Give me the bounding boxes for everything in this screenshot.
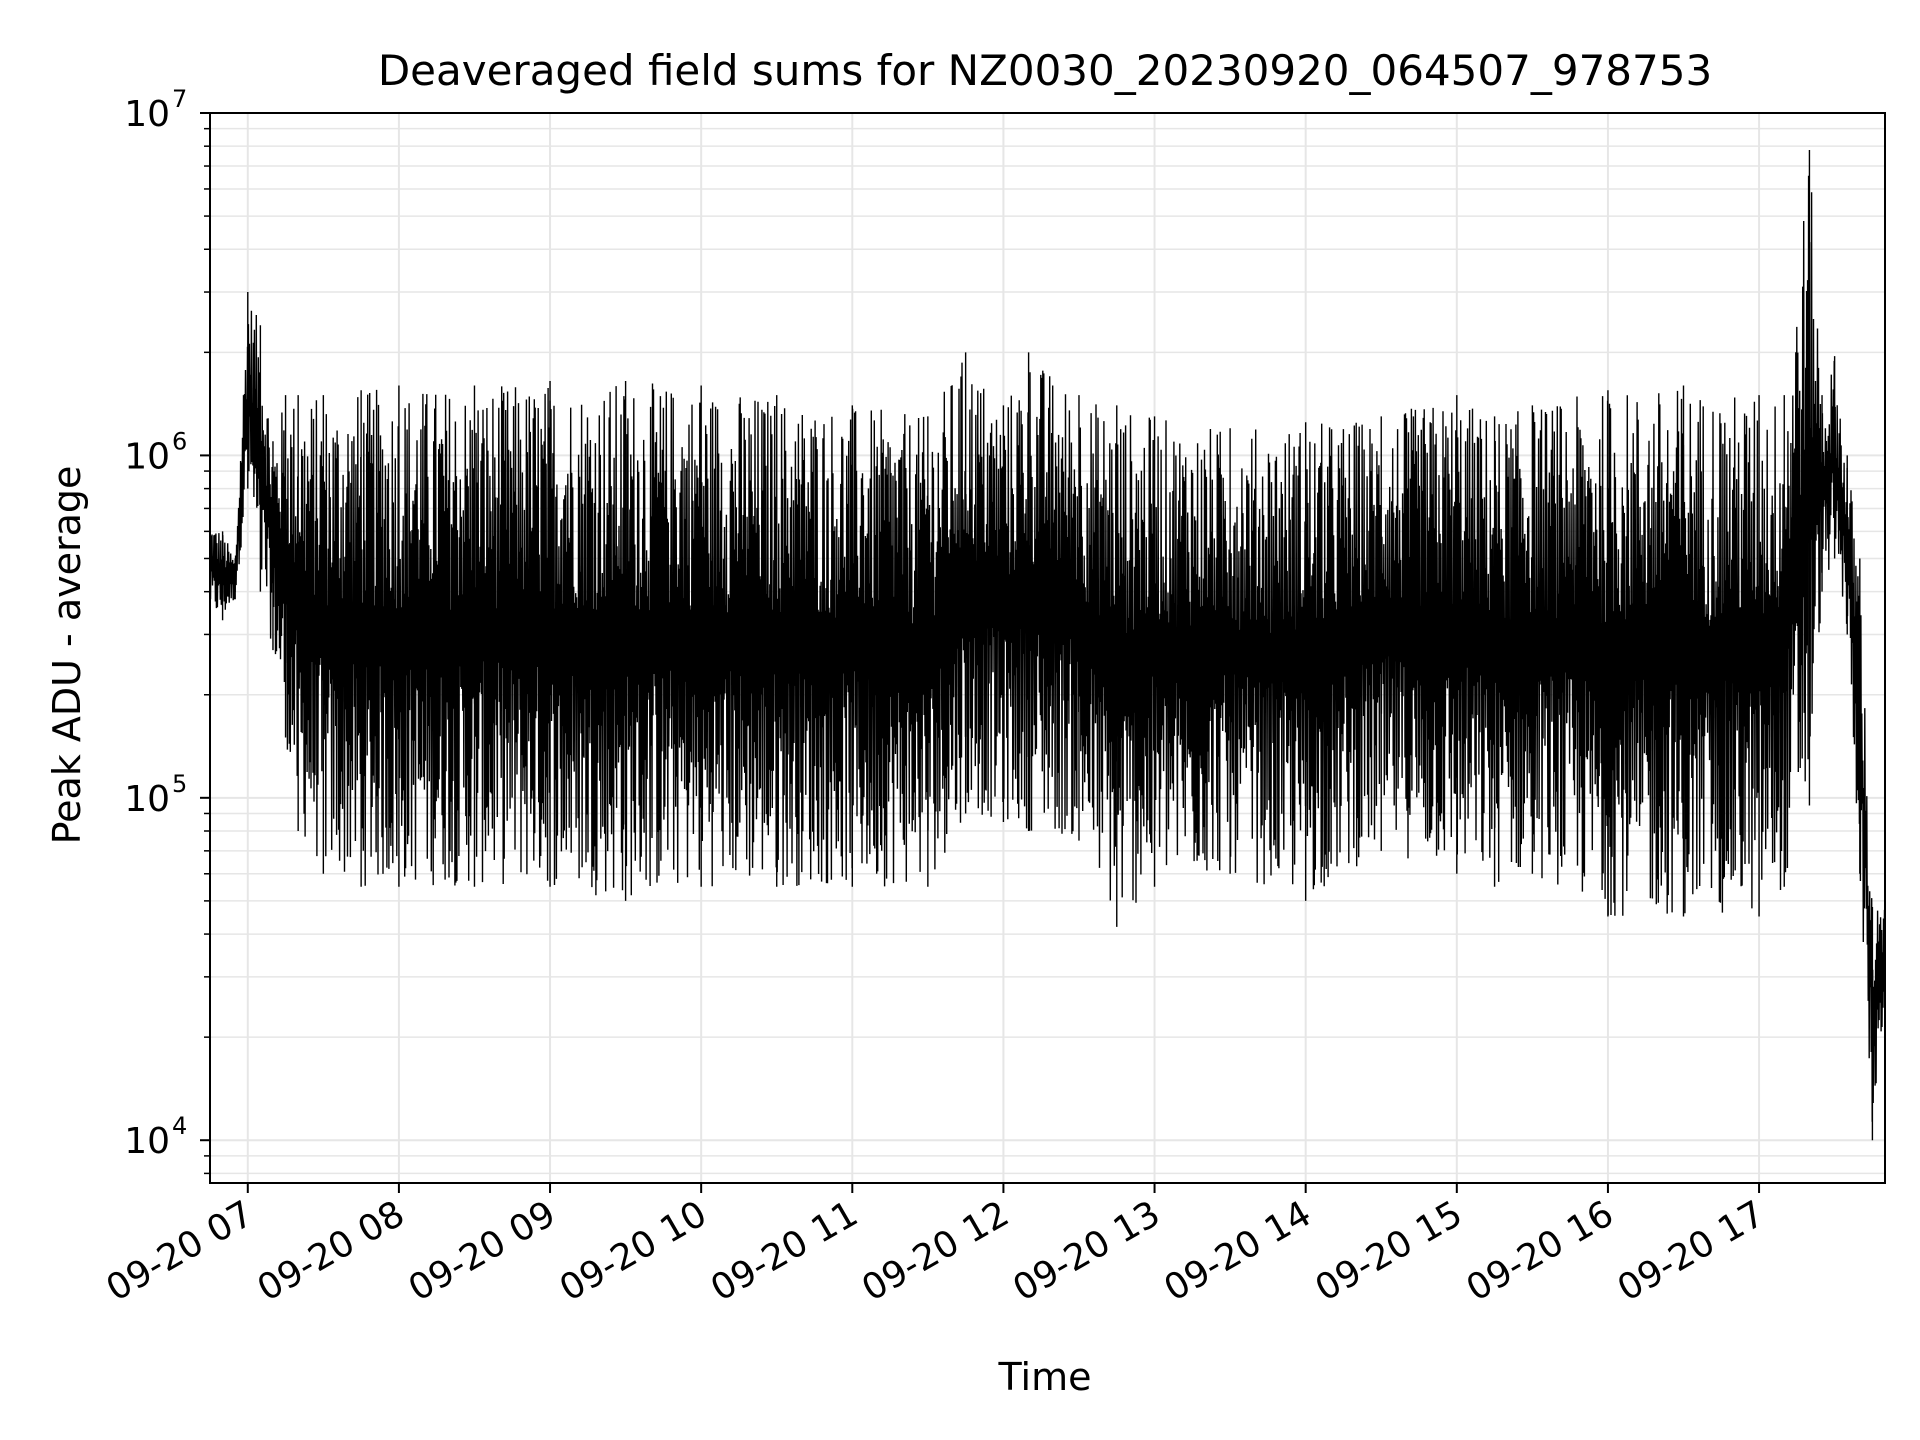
y-tick-exponent: 6 (172, 427, 187, 455)
y-tick-exponent: 4 (172, 1112, 187, 1140)
plot-frame (209, 112, 1886, 1184)
y-tick-label: 10 (124, 779, 170, 820)
x-axis-label: Time (998, 1355, 1092, 1399)
y-tick-label: 10 (124, 436, 170, 477)
data-series-line (209, 175, 1886, 1122)
y-tick-label: 10 (124, 1121, 170, 1162)
y-tick-exponent: 5 (172, 770, 187, 798)
y-tick-exponent: 7 (172, 85, 187, 113)
axis-ticks (200, 112, 1761, 1193)
y-axis-label: Peak ADU - average (45, 466, 89, 845)
data-layer (209, 149, 1886, 1141)
chart-title: Deaveraged field sums for NZ0030_2023092… (378, 46, 1712, 95)
y-tick-label: 10 (124, 94, 170, 135)
